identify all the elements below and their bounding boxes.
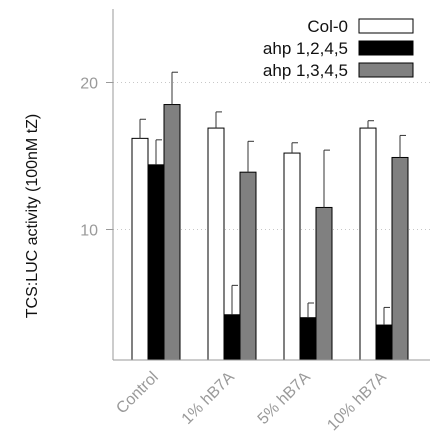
legend-label: ahp 1,3,4,5 — [263, 61, 348, 80]
y-axis-label: TCS:LUC activity (100nM tZ) — [24, 114, 41, 318]
bar — [207, 127, 225, 361]
bar — [315, 206, 333, 361]
bar — [147, 164, 165, 361]
bar — [375, 324, 393, 361]
bar — [299, 317, 317, 361]
legend-swatch — [358, 62, 414, 78]
x-tick-label: Control — [113, 369, 161, 417]
bars — [131, 71, 409, 361]
bar — [359, 127, 377, 361]
y-tick-label: 10 — [80, 223, 98, 240]
legend-label: ahp 1,2,4,5 — [263, 39, 348, 58]
legend-label: Col-0 — [307, 17, 348, 36]
bar — [283, 152, 301, 361]
legend-swatch — [358, 40, 414, 56]
legend-swatch — [358, 18, 414, 34]
bar — [131, 137, 149, 361]
legend: Col-0 ahp 1,2,4,5 ahp 1,3,4,5 — [263, 17, 414, 80]
x-tick-label: 10% hB7A — [324, 369, 390, 435]
x-tick-label: 5% hB7A — [255, 369, 314, 428]
bar — [391, 156, 409, 361]
bar — [239, 171, 257, 361]
bar — [163, 104, 181, 361]
bar — [223, 314, 241, 361]
y-tick-label: 20 — [80, 76, 98, 93]
x-tick-label: 1% hB7A — [179, 369, 238, 428]
